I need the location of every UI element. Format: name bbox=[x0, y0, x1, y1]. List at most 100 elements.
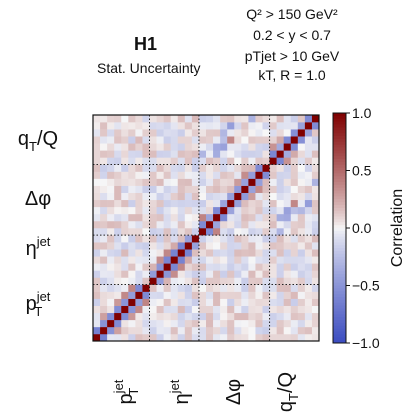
matrix-cell bbox=[220, 305, 228, 314]
matrix-cell bbox=[283, 263, 292, 271]
matrix-cell bbox=[184, 284, 193, 292]
matrix-cell bbox=[297, 220, 306, 229]
matrix-cell bbox=[114, 263, 122, 271]
matrix-cell bbox=[262, 115, 270, 123]
matrix-cell bbox=[220, 228, 228, 236]
matrix-cell bbox=[304, 256, 313, 264]
matrix-cell bbox=[135, 228, 143, 236]
matrix-cell bbox=[248, 220, 256, 229]
colorbar-segment bbox=[333, 207, 346, 212]
matrix-cell bbox=[213, 235, 221, 243]
matrix-cell bbox=[149, 256, 157, 264]
matrix-cell bbox=[234, 164, 242, 172]
matrix-cell bbox=[206, 178, 214, 186]
matrix-cell bbox=[170, 171, 179, 179]
matrix-cell bbox=[163, 115, 171, 123]
matrix-cell bbox=[191, 122, 200, 130]
matrix-cell bbox=[128, 213, 136, 222]
matrix-cell bbox=[276, 333, 284, 342]
matrix-cell bbox=[311, 263, 320, 271]
matrix-cell bbox=[248, 298, 256, 306]
matrix-cell bbox=[248, 136, 256, 144]
matrix-cell bbox=[100, 150, 108, 158]
matrix-cell bbox=[206, 235, 214, 243]
colorbar-segment bbox=[333, 184, 346, 189]
matrix-cell bbox=[248, 305, 256, 314]
matrix-cell bbox=[128, 115, 136, 123]
matrix-cell bbox=[100, 333, 108, 342]
matrix-cell bbox=[128, 277, 136, 285]
matrix-cell bbox=[276, 305, 284, 314]
matrix-cell bbox=[276, 115, 284, 123]
matrix-cell bbox=[255, 319, 263, 328]
matrix-cell bbox=[149, 228, 157, 236]
matrix-cell bbox=[177, 115, 186, 123]
matrix-cell bbox=[198, 115, 207, 123]
matrix-cell bbox=[135, 235, 143, 243]
matrix-cell bbox=[114, 157, 122, 165]
matrix-cell bbox=[241, 312, 249, 321]
matrix-cell bbox=[276, 277, 284, 285]
colorbar-segment bbox=[333, 334, 346, 338]
matrix-cell bbox=[121, 171, 129, 179]
matrix-cell bbox=[93, 319, 101, 328]
matrix-cell bbox=[276, 263, 284, 271]
matrix-cell bbox=[262, 312, 270, 321]
matrix-cell bbox=[121, 319, 129, 328]
matrix-cell bbox=[241, 122, 249, 130]
matrix-cell bbox=[248, 256, 256, 264]
matrix-cell bbox=[241, 150, 249, 158]
matrix-cell bbox=[184, 333, 193, 342]
matrix-cell bbox=[198, 319, 207, 328]
matrix-cell bbox=[177, 298, 186, 306]
matrix-cell bbox=[213, 122, 221, 130]
matrix-cell bbox=[234, 192, 242, 201]
colorbar-segment bbox=[333, 202, 346, 206]
matrix-cell bbox=[128, 270, 136, 278]
matrix-cell bbox=[149, 129, 157, 137]
y-tick-label: Δφ bbox=[25, 188, 51, 210]
matrix-cell bbox=[198, 298, 207, 306]
colorbar-segment bbox=[333, 282, 346, 286]
matrix-cell bbox=[262, 326, 270, 335]
matrix-cell bbox=[297, 164, 306, 172]
matrix-cell bbox=[297, 284, 306, 292]
matrix-cell bbox=[135, 199, 143, 208]
matrix-cell bbox=[100, 220, 108, 229]
colorbar-segment bbox=[333, 308, 346, 312]
matrix-cell bbox=[156, 326, 164, 335]
matrix-cell bbox=[283, 235, 292, 243]
matrix-cell bbox=[241, 235, 249, 243]
matrix-cell bbox=[220, 171, 228, 179]
matrix-cell bbox=[184, 249, 193, 257]
colorbar-segment bbox=[333, 268, 346, 272]
matrix-cell bbox=[114, 136, 122, 144]
matrix-cell bbox=[304, 199, 313, 208]
matrix-cell bbox=[184, 185, 193, 193]
matrix-cell bbox=[128, 298, 136, 306]
colorbar-segment bbox=[333, 187, 346, 192]
matrix-cell bbox=[290, 235, 299, 243]
matrix-cell bbox=[184, 164, 193, 172]
matrix-cell bbox=[93, 298, 101, 306]
matrix-cell bbox=[198, 192, 207, 201]
colorbar-segment bbox=[333, 190, 346, 194]
matrix-cell bbox=[290, 298, 299, 306]
matrix-cell bbox=[100, 312, 108, 321]
matrix-cell bbox=[206, 213, 214, 222]
matrix-cell bbox=[283, 305, 292, 314]
matrix-cell bbox=[135, 192, 143, 201]
colorbar-segment bbox=[333, 331, 346, 335]
matrix-cell bbox=[184, 122, 193, 130]
matrix-cell bbox=[269, 129, 277, 137]
matrix-cell bbox=[227, 312, 235, 321]
matrix-cell bbox=[170, 178, 179, 186]
matrix-cell bbox=[304, 326, 313, 335]
matrix-cell bbox=[227, 277, 235, 285]
matrix-cell bbox=[213, 249, 221, 257]
colorbar-segment bbox=[333, 256, 346, 261]
matrix-cell bbox=[93, 277, 101, 285]
matrix-cell bbox=[213, 228, 221, 236]
matrix-cell bbox=[191, 199, 200, 208]
matrix-cell bbox=[304, 178, 313, 186]
